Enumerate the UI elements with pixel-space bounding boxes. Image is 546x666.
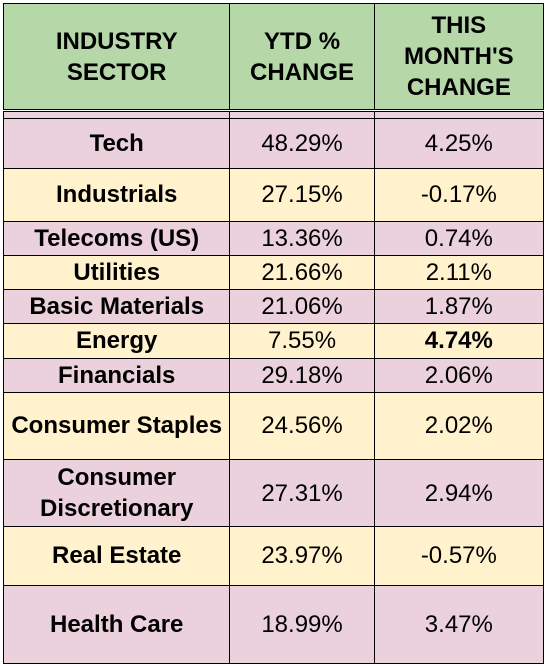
header-industry-sector: INDUSTRY SECTOR xyxy=(2,2,231,112)
ytd-cell: 7.55% xyxy=(229,323,375,359)
month-cell: 2.02% xyxy=(373,391,545,460)
sector-cell: Consumer Staples xyxy=(2,391,231,460)
header-divider-row xyxy=(2,109,545,119)
ytd-cell: 27.31% xyxy=(229,458,375,528)
month-cell: 1.87% xyxy=(373,289,545,325)
header-row: INDUSTRY SECTOR YTD % CHANGE THIS MONTH'… xyxy=(2,2,545,112)
sector-cell: Energy xyxy=(2,323,231,359)
header-month-change: THIS MONTH'S CHANGE xyxy=(373,2,545,112)
month-cell: -0.17% xyxy=(373,167,545,222)
sector-cell: Financials xyxy=(2,357,231,393)
table-row: Basic Materials 21.06% 1.87% xyxy=(2,289,545,325)
ytd-cell: 29.18% xyxy=(229,357,375,393)
month-cell: 0.74% xyxy=(373,220,545,257)
ytd-cell: 24.56% xyxy=(229,391,375,460)
month-cell: -0.57% xyxy=(373,526,545,586)
sector-cell: Tech xyxy=(2,117,231,169)
divider-cell xyxy=(229,109,375,119)
table-row: Utilities 21.66% 2.11% xyxy=(2,255,545,291)
sector-cell: Industrials xyxy=(2,167,231,222)
table-row: Tech 48.29% 4.25% xyxy=(2,117,545,169)
ytd-cell: 21.06% xyxy=(229,289,375,325)
divider-cell xyxy=(2,109,231,119)
ytd-cell: 21.66% xyxy=(229,255,375,291)
table-row: Telecoms (US) 13.36% 0.74% xyxy=(2,220,545,257)
divider-cell xyxy=(373,109,545,119)
table-row: Health Care 18.99% 3.47% xyxy=(2,584,545,665)
header-ytd-change: YTD % CHANGE xyxy=(229,2,375,112)
ytd-cell: 48.29% xyxy=(229,117,375,169)
month-cell: 4.25% xyxy=(373,117,545,169)
sector-cell: Real Estate xyxy=(2,526,231,586)
sector-cell: Telecoms (US) xyxy=(2,220,231,257)
table-row: Real Estate 23.97% -0.57% xyxy=(2,526,545,586)
ytd-cell: 23.97% xyxy=(229,526,375,586)
table-row: Consumer Staples 24.56% 2.02% xyxy=(2,391,545,460)
table-row: Industrials 27.15% -0.17% xyxy=(2,167,545,222)
month-cell: 4.74% xyxy=(373,323,545,359)
sector-cell: Basic Materials xyxy=(2,289,231,325)
sector-cell: Utilities xyxy=(2,255,231,291)
table-row: Energy 7.55% 4.74% xyxy=(2,323,545,359)
month-cell: 2.06% xyxy=(373,357,545,393)
ytd-cell: 18.99% xyxy=(229,584,375,665)
month-cell: 2.94% xyxy=(373,458,545,528)
month-cell: 3.47% xyxy=(373,584,545,665)
month-cell: 2.11% xyxy=(373,255,545,291)
sector-cell: Consumer Discretionary xyxy=(2,458,231,528)
ytd-cell: 27.15% xyxy=(229,167,375,222)
table-row: Financials 29.18% 2.06% xyxy=(2,357,545,393)
table-row: Consumer Discretionary 27.31% 2.94% xyxy=(2,458,545,528)
ytd-cell: 13.36% xyxy=(229,220,375,257)
sector-cell: Health Care xyxy=(2,584,231,665)
